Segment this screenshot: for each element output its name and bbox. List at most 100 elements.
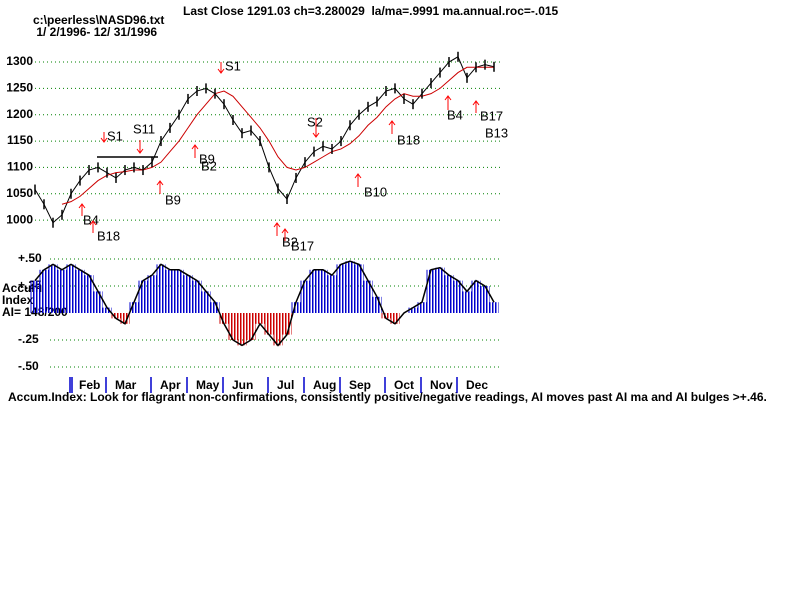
signal-arrowhead: [444, 95, 452, 101]
x-tick-label: May: [196, 378, 220, 392]
file-name: c:\peerless\NASD96.txt: [33, 13, 164, 27]
accum-bar: [120, 313, 130, 324]
signal-label: B17: [291, 238, 314, 253]
accum-bar: [246, 313, 256, 340]
accum-bar: [309, 269, 319, 313]
x-tick-label: Sep: [349, 378, 371, 392]
x-tick-label: Aug: [313, 378, 336, 392]
accum-bar: [156, 264, 166, 313]
accum-bar: [147, 275, 157, 313]
accum-outline: [34, 260, 495, 347]
accum-bar: [201, 291, 211, 313]
signal-arrowhead: [388, 120, 396, 126]
signal-label: B4: [83, 212, 99, 227]
y-tick-label: 1150: [7, 133, 33, 147]
accum-bar: [327, 275, 337, 313]
signal-arrowhead: [312, 132, 320, 138]
y-tick-label: 1000: [6, 212, 33, 226]
y-tick-label: -.25: [18, 332, 39, 346]
accum-bar: [210, 302, 220, 313]
y-tick-label: 1250: [6, 81, 33, 95]
accum-bar: [408, 307, 418, 313]
signal-arrowhead: [191, 144, 199, 150]
signal-arrowhead: [281, 228, 289, 234]
signal-label: S1: [107, 128, 123, 143]
x-tick-label: Dec: [466, 378, 488, 392]
signal-arrowhead: [472, 100, 480, 106]
y-tick-label: 1050: [6, 186, 33, 200]
x-tick-label: Oct: [394, 378, 414, 392]
accum-bar: [273, 313, 283, 346]
x-tick-label: Apr: [160, 378, 181, 392]
accum-bar: [138, 280, 148, 313]
accum-bar: [228, 313, 238, 340]
signal-arrowhead: [273, 222, 281, 228]
accum-bar: [318, 269, 328, 313]
accum-bar: [417, 302, 427, 313]
accum-bar: [390, 313, 400, 324]
accum-bar: [354, 264, 364, 313]
signal-label: S2: [307, 114, 323, 129]
accum-bar: [444, 275, 454, 313]
accum-bar: [66, 264, 76, 313]
signal-arrowhead: [78, 203, 86, 209]
signal-label: B18: [397, 132, 420, 147]
y-tick-label: 1200: [6, 107, 33, 121]
accum-bar: [39, 269, 49, 313]
footer-note: Accum.Index: Look for flagrant non-confi…: [8, 390, 767, 404]
y-tick-label: 1100: [7, 160, 33, 174]
accum-bar: [300, 280, 310, 313]
y-tick-label: +.50: [18, 251, 42, 265]
accum-bar: [192, 280, 202, 313]
accum-bar: [93, 291, 103, 313]
accum-bar: [48, 264, 58, 313]
signal-label: B9: [165, 192, 181, 207]
accum-bar: [372, 296, 382, 313]
accum-bar: [435, 267, 445, 313]
accum-bar: [282, 313, 292, 335]
signal-label: B2: [282, 234, 298, 249]
accum-bar: [291, 302, 301, 313]
accum-bar: [84, 275, 94, 313]
accum-bar: [462, 291, 472, 313]
signal-label: B13: [485, 125, 508, 140]
signal-label: B4: [447, 107, 463, 122]
accum-bar: [489, 302, 499, 313]
panel-label: Index: [2, 293, 34, 307]
signal-label: B9: [199, 151, 215, 166]
accum-bar: [174, 269, 184, 313]
signal-label: B10: [364, 184, 387, 199]
accum-bar: [363, 280, 373, 313]
accum-bar: [57, 269, 67, 313]
y-tick-label: -.50: [18, 359, 39, 373]
accum-bar: [75, 269, 85, 313]
accum-bar: [30, 280, 40, 313]
signal-label: B17: [480, 108, 503, 123]
y-tick-label: 1300: [6, 54, 33, 68]
accum-bar: [165, 269, 175, 313]
x-tick-label: Nov: [430, 378, 453, 392]
signal-arrowhead: [354, 173, 362, 179]
accum-bar: [381, 313, 391, 319]
signal-arrowhead: [89, 220, 97, 226]
accum-bar: [237, 313, 247, 346]
x-tick-label: Jun: [232, 378, 253, 392]
date-range: 1/ 2/1996- 12/ 31/1996: [33, 25, 157, 39]
signal-arrowhead: [100, 137, 108, 143]
x-tick-label: Mar: [115, 378, 137, 392]
accum-bar: [426, 269, 436, 313]
accum-bar: [345, 261, 355, 313]
accum-bar: [453, 280, 463, 313]
accum-bar: [336, 264, 346, 313]
accum-bar: [111, 313, 121, 319]
accum-bar: [255, 313, 265, 324]
signal-label: B18: [97, 228, 120, 243]
x-tick-label: Jul: [277, 378, 294, 392]
signal-label: S11: [133, 121, 155, 136]
signal-label: S1: [225, 58, 241, 73]
signal-arrowhead: [217, 68, 225, 74]
price-line: [34, 56, 495, 224]
signal-arrowhead: [136, 148, 144, 154]
